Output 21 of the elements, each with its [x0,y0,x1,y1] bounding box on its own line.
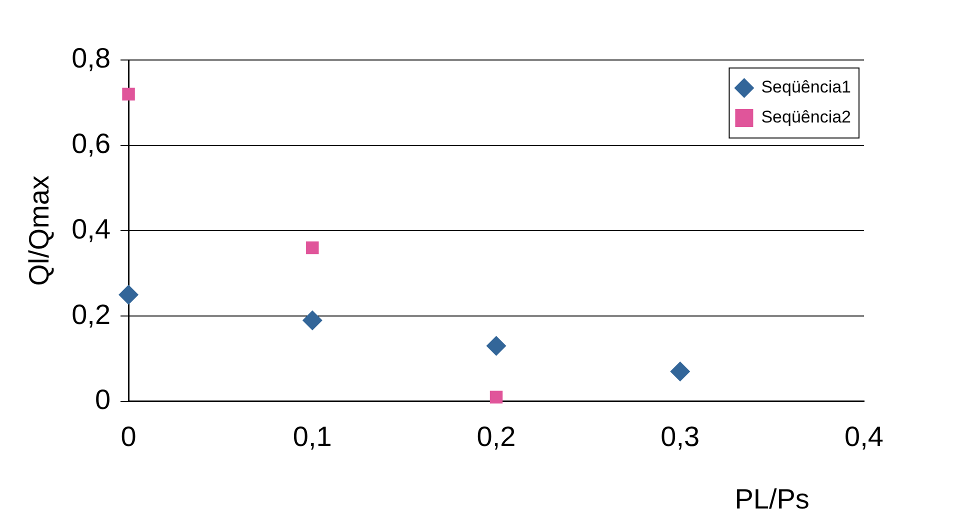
point [670,362,690,382]
y-tick-label: 0,4 [72,213,111,244]
legend-label: Seqüência2 [761,108,852,127]
y-axis-title: Ql/Qmax [24,175,55,286]
y-tick-label: 0,8 [72,42,111,74]
legend-label: Seqüência1 [761,78,852,97]
x-tick-label: 0,1 [292,420,332,452]
point [486,336,506,356]
point [306,241,319,254]
y-tick-label: 0,6 [72,128,111,160]
y-tick-label: 0,2 [72,298,111,330]
point [122,88,135,101]
point [302,310,322,330]
x-tick-label: 0,2 [476,420,516,452]
x-tick-label: 0 [120,420,136,452]
x-tick-label: 0,4 [844,420,884,452]
point [118,284,139,305]
x-axis-title: PL/Ps [734,484,810,515]
point [490,390,503,404]
x-tick-label: 0,3 [660,420,700,452]
y-tick-label: 0 [94,384,111,416]
